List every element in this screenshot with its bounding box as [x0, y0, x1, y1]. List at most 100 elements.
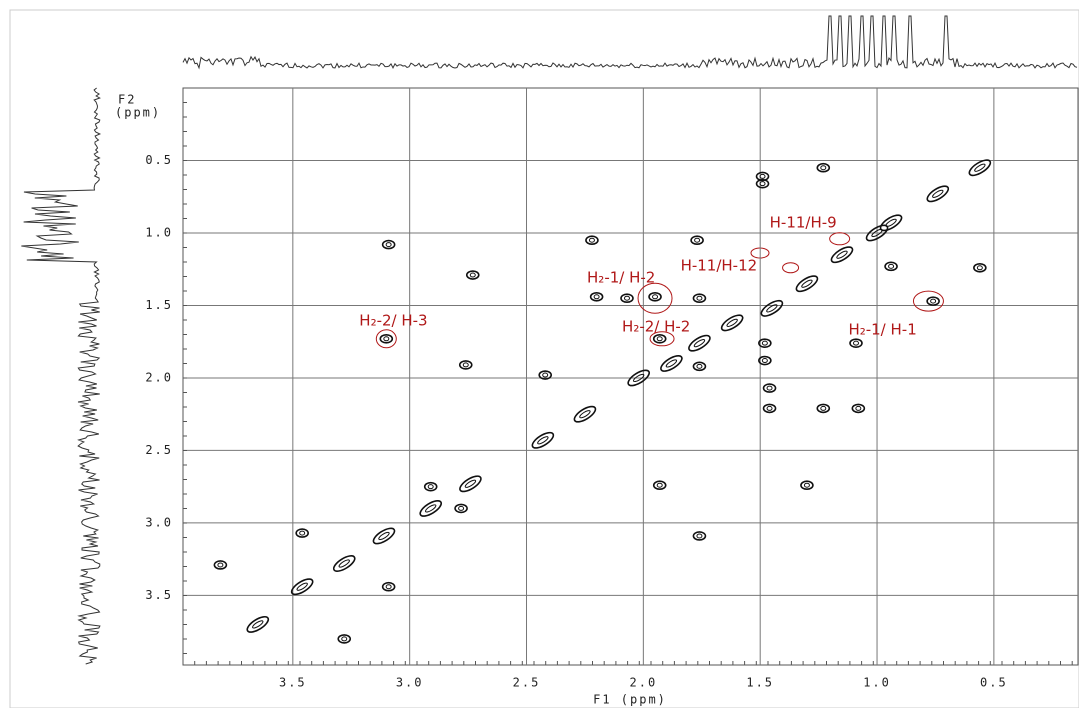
cross-peak-inner	[338, 559, 350, 568]
cross-peak-inner	[623, 295, 630, 301]
cross-peak	[755, 178, 770, 189]
annotation: H₂-2/ H-2	[622, 317, 690, 335]
cross-peak	[379, 334, 394, 344]
cross-peak	[760, 299, 784, 317]
cross-peak-inner	[341, 636, 348, 642]
cross-peak-inner	[469, 272, 476, 278]
cross-peak	[531, 431, 555, 449]
x-tick-label: 1.5	[746, 676, 774, 690]
cross-peak	[690, 235, 704, 246]
plot-area	[182, 87, 1079, 666]
cross-peak-inner	[766, 304, 778, 313]
cross-peak-inner	[425, 504, 437, 513]
cross-peak-inner	[871, 228, 883, 238]
cross-peak-inner	[462, 362, 469, 368]
cross-peak	[762, 383, 777, 393]
cross-peak-inner	[932, 189, 944, 198]
cross-peak-inner	[976, 265, 983, 271]
annotation: H₂-1/ H-2	[587, 269, 655, 287]
cross-peak	[652, 480, 667, 491]
cross-peak	[758, 338, 772, 348]
cross-peak	[381, 581, 396, 592]
cross-peak	[720, 314, 744, 332]
cross-peak	[816, 403, 831, 414]
cross-peak-inner	[656, 482, 663, 488]
cross-peak	[758, 355, 772, 366]
cross-peak-inner	[888, 263, 895, 269]
y-tick-label: 1.5	[145, 298, 173, 312]
cross-peak-inner	[542, 372, 549, 378]
cross-peak-inner	[656, 336, 663, 342]
cross-peak-inner	[836, 250, 848, 259]
cross-peak	[816, 162, 831, 173]
cross-peak	[652, 334, 667, 344]
cross-peak	[423, 481, 438, 492]
cross-peak	[884, 261, 898, 272]
cross-peak	[372, 527, 396, 545]
cross-peak-inner	[766, 405, 773, 411]
cross-peak	[458, 360, 473, 370]
annotation-circle	[637, 282, 673, 314]
x-tick-label: 1.0	[863, 676, 891, 690]
y-tick-label: 2.0	[145, 370, 173, 384]
x-axis-label: F1 (ppm)	[593, 693, 667, 707]
annotation: H-11/H-9	[770, 213, 837, 231]
cross-peak-inner	[464, 479, 477, 488]
cross-peak-inner	[696, 295, 703, 301]
annotation-circle	[782, 262, 800, 274]
cross-peak	[692, 361, 707, 372]
cross-peak-inner	[853, 340, 860, 346]
cross-peak-inner	[766, 385, 773, 391]
cross-peak	[627, 369, 650, 387]
cross-peak	[692, 531, 707, 541]
cross-peak-inner	[801, 279, 813, 288]
cross-peak-inner	[759, 173, 766, 179]
x-tick-label: 0.5	[980, 676, 1008, 690]
cross-peak	[246, 615, 270, 633]
cross-peak	[849, 338, 863, 348]
y-tick-label: 2.5	[145, 443, 173, 457]
annotation-circle	[375, 329, 397, 349]
cross-peak	[419, 499, 443, 517]
cross-peak	[337, 634, 352, 644]
frame	[9, 9, 1079, 708]
cross-peak	[968, 159, 992, 177]
cross-peak-inner	[296, 582, 308, 591]
y-tick-label: 3.5	[145, 588, 173, 602]
x-tick-label: 3.0	[396, 676, 424, 690]
cross-peak	[459, 475, 482, 493]
cross-peak-inner	[385, 584, 392, 590]
cross-peak	[851, 403, 866, 414]
cross-peak-inner	[537, 436, 549, 445]
cross-peak-inner	[696, 363, 703, 369]
cross-peak-inner	[930, 298, 937, 304]
cross-peak	[865, 224, 889, 242]
cross-peak-inner	[458, 505, 465, 511]
cross-peak-inner	[694, 237, 701, 243]
annotation: H-11/H-12	[681, 256, 758, 274]
cross-peak-inner	[217, 562, 224, 568]
y-tick-label: 3.0	[145, 515, 173, 529]
cross-peak-inner	[632, 373, 645, 383]
cross-peak-inner	[427, 484, 434, 490]
annotation-circle	[829, 232, 851, 246]
cross-peak-inner	[761, 358, 768, 364]
cross-peak-inner	[761, 340, 768, 346]
cross-peak	[688, 334, 711, 352]
cross-peak-inner	[820, 405, 827, 411]
annotation: H₂-2/ H-3	[359, 311, 427, 329]
x-tick-label: 2.5	[513, 676, 541, 690]
cross-peak	[295, 528, 309, 538]
cross-peak-inner	[855, 405, 862, 411]
cross-peak	[795, 275, 819, 293]
cross-peak	[762, 403, 777, 414]
cross-peak	[800, 480, 814, 491]
cross-peak	[290, 578, 314, 596]
cross-peak	[465, 270, 480, 280]
annotation-circle	[912, 290, 944, 312]
cross-peak	[926, 296, 940, 306]
cross-peak	[332, 555, 356, 572]
cross-peak	[381, 239, 396, 250]
cross-peak-inner	[252, 620, 264, 629]
